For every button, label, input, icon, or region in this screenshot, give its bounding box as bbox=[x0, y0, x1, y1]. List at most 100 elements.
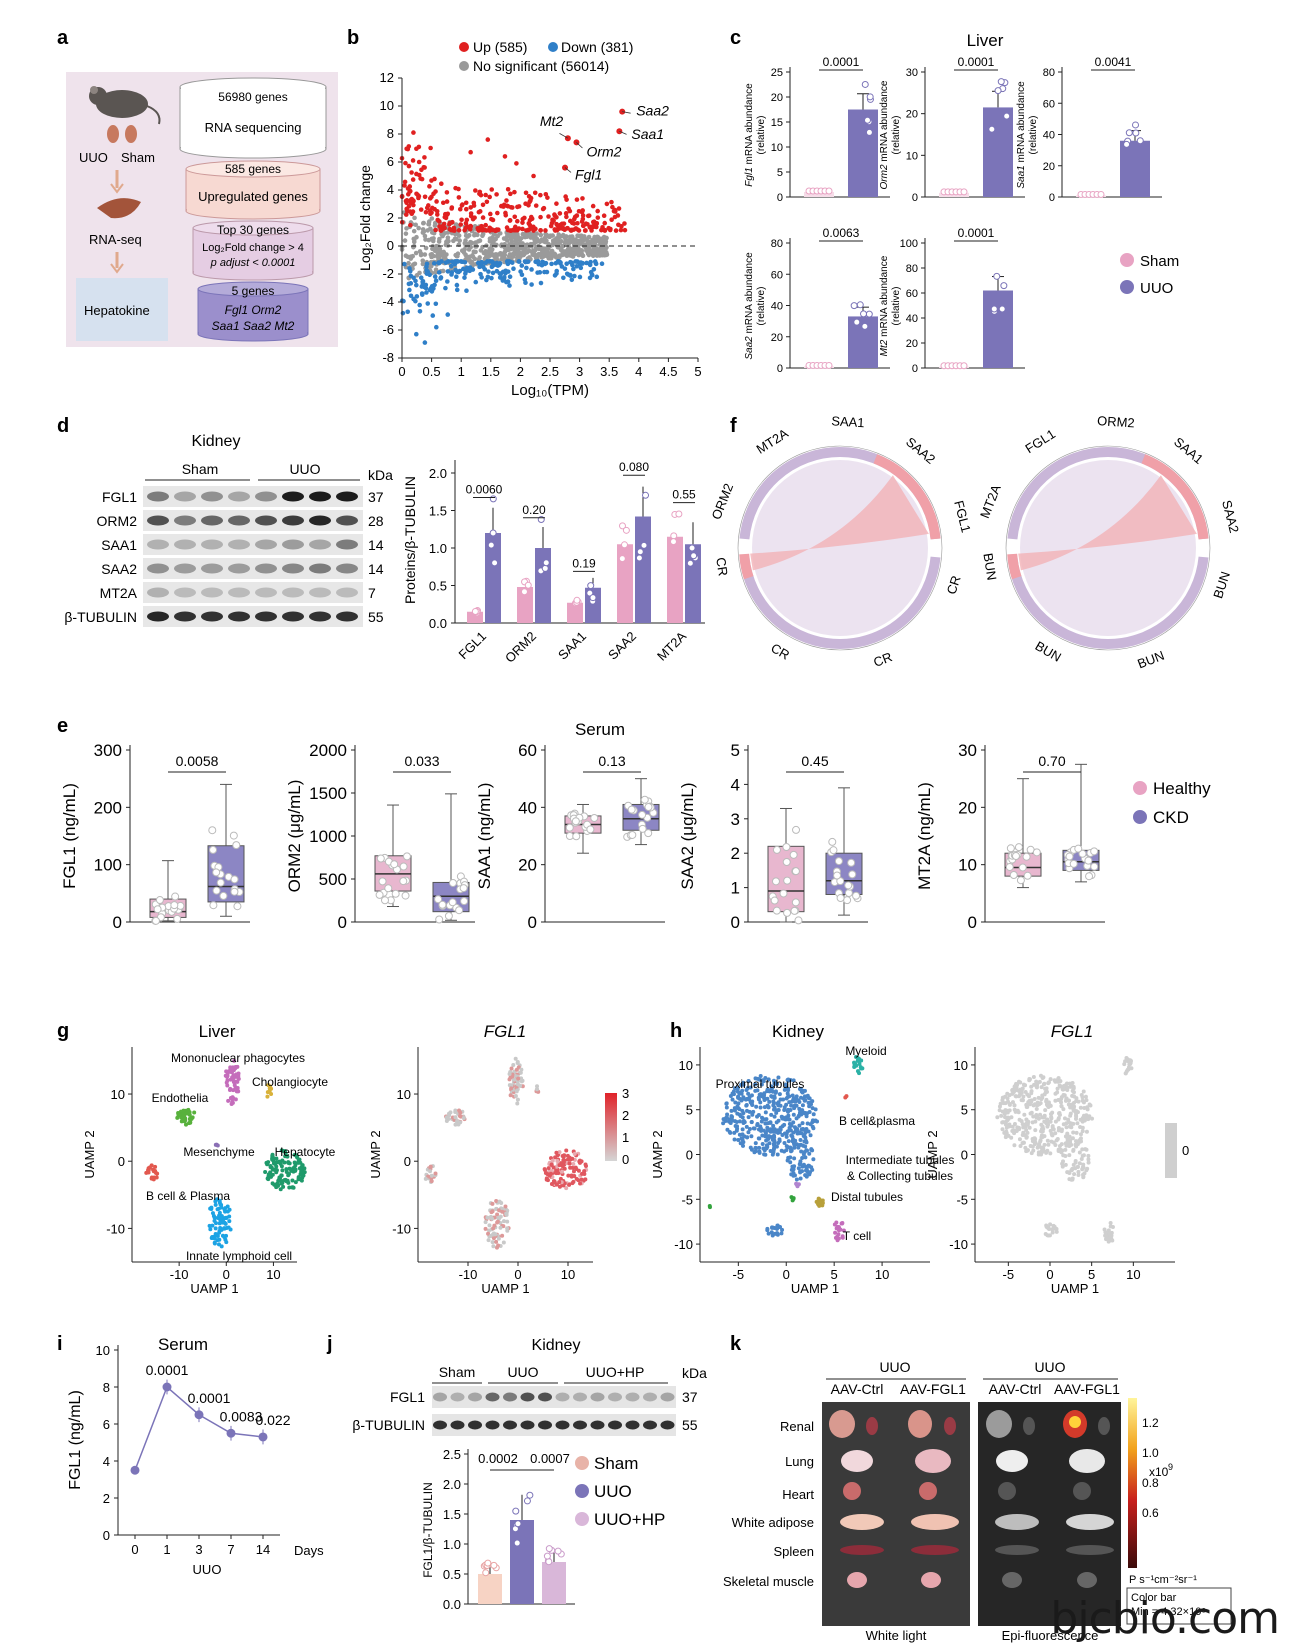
colorbar bbox=[605, 1093, 617, 1161]
organ bbox=[840, 1545, 884, 1555]
cluster-point bbox=[803, 1155, 808, 1160]
p-value: 0.080 bbox=[619, 460, 649, 474]
gene-label-saa1: Saa1 bbox=[631, 126, 664, 142]
cluster-point bbox=[182, 1119, 187, 1124]
cluster-point bbox=[799, 1095, 804, 1100]
down-point bbox=[524, 265, 529, 271]
cluster-point bbox=[776, 1118, 781, 1123]
dot bbox=[1084, 856, 1093, 865]
expression-point bbox=[1050, 1110, 1055, 1115]
volcano-y-label: Log₂Fold change bbox=[357, 165, 373, 271]
sham-dot bbox=[618, 555, 626, 563]
ns-point bbox=[473, 242, 479, 248]
expression-point bbox=[1080, 1129, 1085, 1134]
svg-text:56980 genes: 56980 genes bbox=[218, 90, 287, 104]
expression-point bbox=[1108, 1221, 1113, 1226]
expression-point bbox=[1050, 1124, 1055, 1129]
up-point bbox=[402, 183, 407, 188]
up-point bbox=[410, 209, 416, 214]
blot-kda: 28 bbox=[368, 513, 384, 529]
cluster-point bbox=[730, 1097, 735, 1102]
cluster-point bbox=[807, 1109, 812, 1114]
ns-point bbox=[593, 245, 599, 251]
expression-point bbox=[1012, 1103, 1017, 1108]
up-point bbox=[456, 195, 462, 200]
cluster-point bbox=[283, 1149, 288, 1154]
down-point bbox=[507, 283, 512, 288]
blot-kda: 14 bbox=[368, 537, 384, 553]
expression-point bbox=[1024, 1102, 1029, 1107]
band bbox=[282, 563, 304, 574]
expression-point bbox=[1031, 1075, 1036, 1080]
cylinder-4: 5 genes Fgl1 Orm2 Saa1 Saa2 Mt2 bbox=[197, 281, 309, 342]
down-point bbox=[490, 260, 496, 265]
up-point bbox=[533, 203, 539, 208]
ns-point bbox=[470, 253, 475, 258]
uuo-dot bbox=[865, 310, 873, 318]
expression-point bbox=[1035, 1103, 1040, 1108]
p-value: 0.0001 bbox=[188, 1390, 231, 1406]
down-point bbox=[505, 269, 511, 274]
up-point bbox=[616, 206, 622, 211]
band bbox=[336, 515, 358, 526]
up-point bbox=[439, 181, 444, 187]
cluster-point bbox=[771, 1078, 776, 1083]
ns-point bbox=[412, 215, 417, 221]
expression-point bbox=[507, 1077, 512, 1082]
expression-point bbox=[1083, 1147, 1088, 1152]
dot bbox=[229, 831, 238, 840]
cluster-point bbox=[732, 1137, 737, 1142]
cluster-point bbox=[277, 1177, 282, 1182]
expression-point bbox=[567, 1182, 572, 1187]
ns-point bbox=[464, 254, 469, 260]
expression-point bbox=[1088, 1103, 1093, 1108]
expression-point bbox=[1045, 1117, 1050, 1122]
expression-point bbox=[1066, 1120, 1071, 1125]
ns-point bbox=[573, 242, 579, 248]
uuo-dot bbox=[542, 559, 550, 567]
cluster-point bbox=[790, 1197, 795, 1202]
up-point bbox=[495, 210, 500, 216]
cluster-point bbox=[777, 1130, 782, 1135]
down-point bbox=[577, 274, 583, 280]
band bbox=[555, 1392, 570, 1402]
sham-dot bbox=[520, 588, 528, 596]
cluster-point bbox=[273, 1160, 278, 1165]
up-point bbox=[595, 208, 600, 214]
cluster-label: B cell & Plasma bbox=[146, 1189, 230, 1203]
expression-point bbox=[572, 1174, 577, 1179]
expression-point bbox=[1063, 1147, 1068, 1152]
expression-point bbox=[497, 1199, 502, 1204]
band bbox=[201, 611, 223, 622]
cluster-point bbox=[232, 1083, 237, 1088]
expression-point bbox=[543, 1167, 548, 1172]
down-point bbox=[587, 262, 593, 268]
dot bbox=[435, 915, 444, 924]
cluster-point bbox=[212, 1240, 217, 1245]
down-point bbox=[420, 281, 426, 287]
ns-point bbox=[454, 253, 460, 259]
dot bbox=[571, 817, 580, 826]
ns-point bbox=[406, 260, 411, 266]
dot bbox=[779, 889, 788, 898]
up-point bbox=[579, 219, 585, 224]
cluster-point bbox=[777, 1092, 782, 1097]
expression-point bbox=[1072, 1094, 1077, 1099]
band bbox=[174, 563, 196, 574]
expression-point bbox=[504, 1211, 509, 1216]
x-tick-label: 0 bbox=[131, 1542, 138, 1557]
down-point bbox=[414, 294, 420, 299]
dot bbox=[1074, 844, 1083, 853]
cluster-point bbox=[747, 1126, 752, 1131]
cluster-point bbox=[797, 1123, 802, 1128]
x-tick-label: 7 bbox=[227, 1542, 234, 1557]
legend-label: UUO+HP bbox=[594, 1510, 665, 1529]
down-point bbox=[411, 296, 416, 302]
organ-label: Spleen bbox=[774, 1544, 814, 1559]
svg-text:585 genes: 585 genes bbox=[225, 162, 281, 176]
blot-kda: 55 bbox=[368, 609, 384, 625]
cluster-label: Hepatocyte bbox=[275, 1145, 336, 1159]
down-point bbox=[490, 270, 496, 276]
up-point bbox=[449, 205, 455, 210]
